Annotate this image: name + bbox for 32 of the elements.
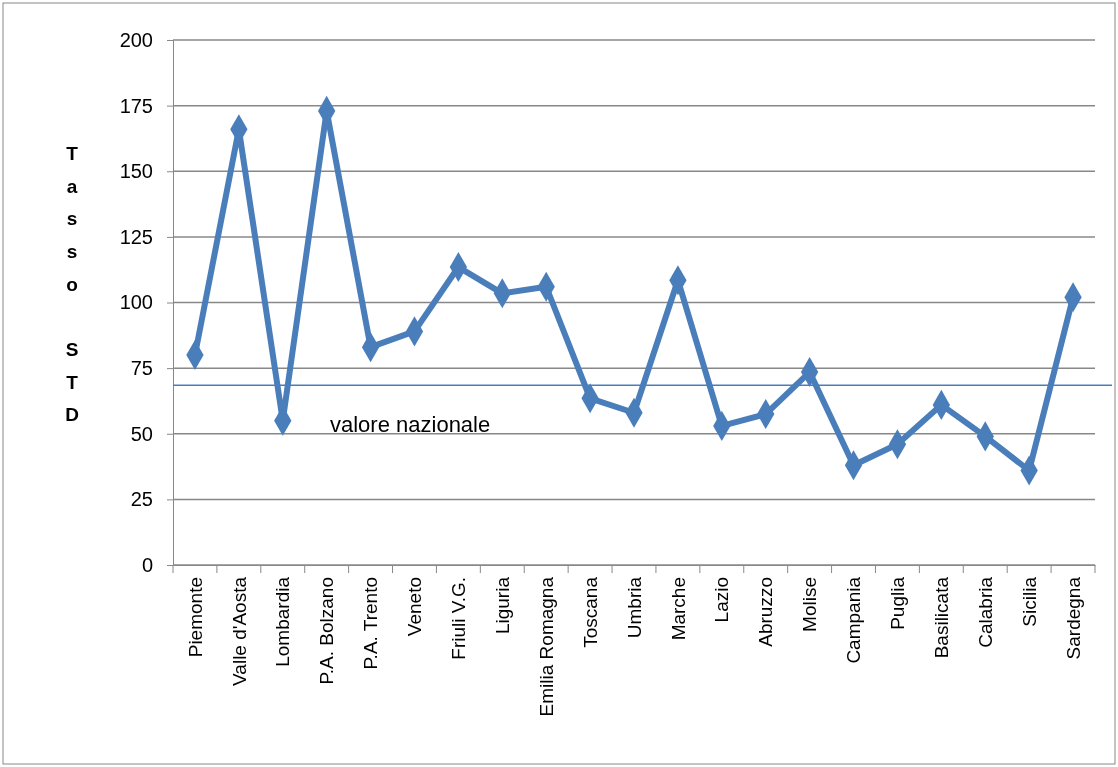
x-tick-label: Sardegna [1062, 576, 1084, 660]
ref-line-label: valore nazionale [330, 412, 491, 438]
x-tick-label: Emilia Romagna [535, 576, 557, 717]
y-tick-label: 50 [130, 422, 153, 445]
y-tick-label: 200 [119, 28, 153, 51]
x-tick-label: Abruzzo [755, 577, 777, 647]
x-tick-label: Piemonte [184, 577, 206, 658]
y-tick-label: 150 [119, 160, 153, 183]
x-tick-label: Basilicata [930, 576, 952, 659]
y-tick-label: 175 [119, 94, 153, 117]
y-tick-label: 25 [130, 488, 153, 511]
x-tick-label: Puglia [887, 576, 909, 630]
x-tick-label: Umbria [623, 576, 645, 639]
x-tick-label: Veneto [404, 577, 426, 637]
x-tick-label: Sicilia [1018, 576, 1040, 627]
x-tick-label: P.A. Trento [360, 577, 382, 670]
x-tick-label: Valle d'Aosta [228, 576, 250, 686]
y-tick-label: 100 [119, 291, 153, 314]
x-tick-label: Lazio [711, 577, 733, 623]
y-tick-label: 75 [130, 357, 153, 380]
x-tick-label: Friuli V.G. [448, 577, 470, 660]
x-tick-label: Campania [843, 576, 865, 664]
x-tick-label: Calabria [974, 576, 996, 648]
x-tick-label: Marche [667, 577, 689, 641]
x-tick-label: Lombardia [272, 576, 294, 667]
x-tick-label: Molise [799, 577, 821, 632]
x-tick-label: Toscana [579, 576, 601, 648]
x-tick-label: P.A. Bolzano [316, 577, 338, 685]
y-tick-label: 0 [141, 553, 153, 576]
text: Tasso STD [65, 143, 79, 426]
y-tick-label: 125 [119, 225, 153, 248]
x-tick-label: Liguria [491, 576, 513, 635]
